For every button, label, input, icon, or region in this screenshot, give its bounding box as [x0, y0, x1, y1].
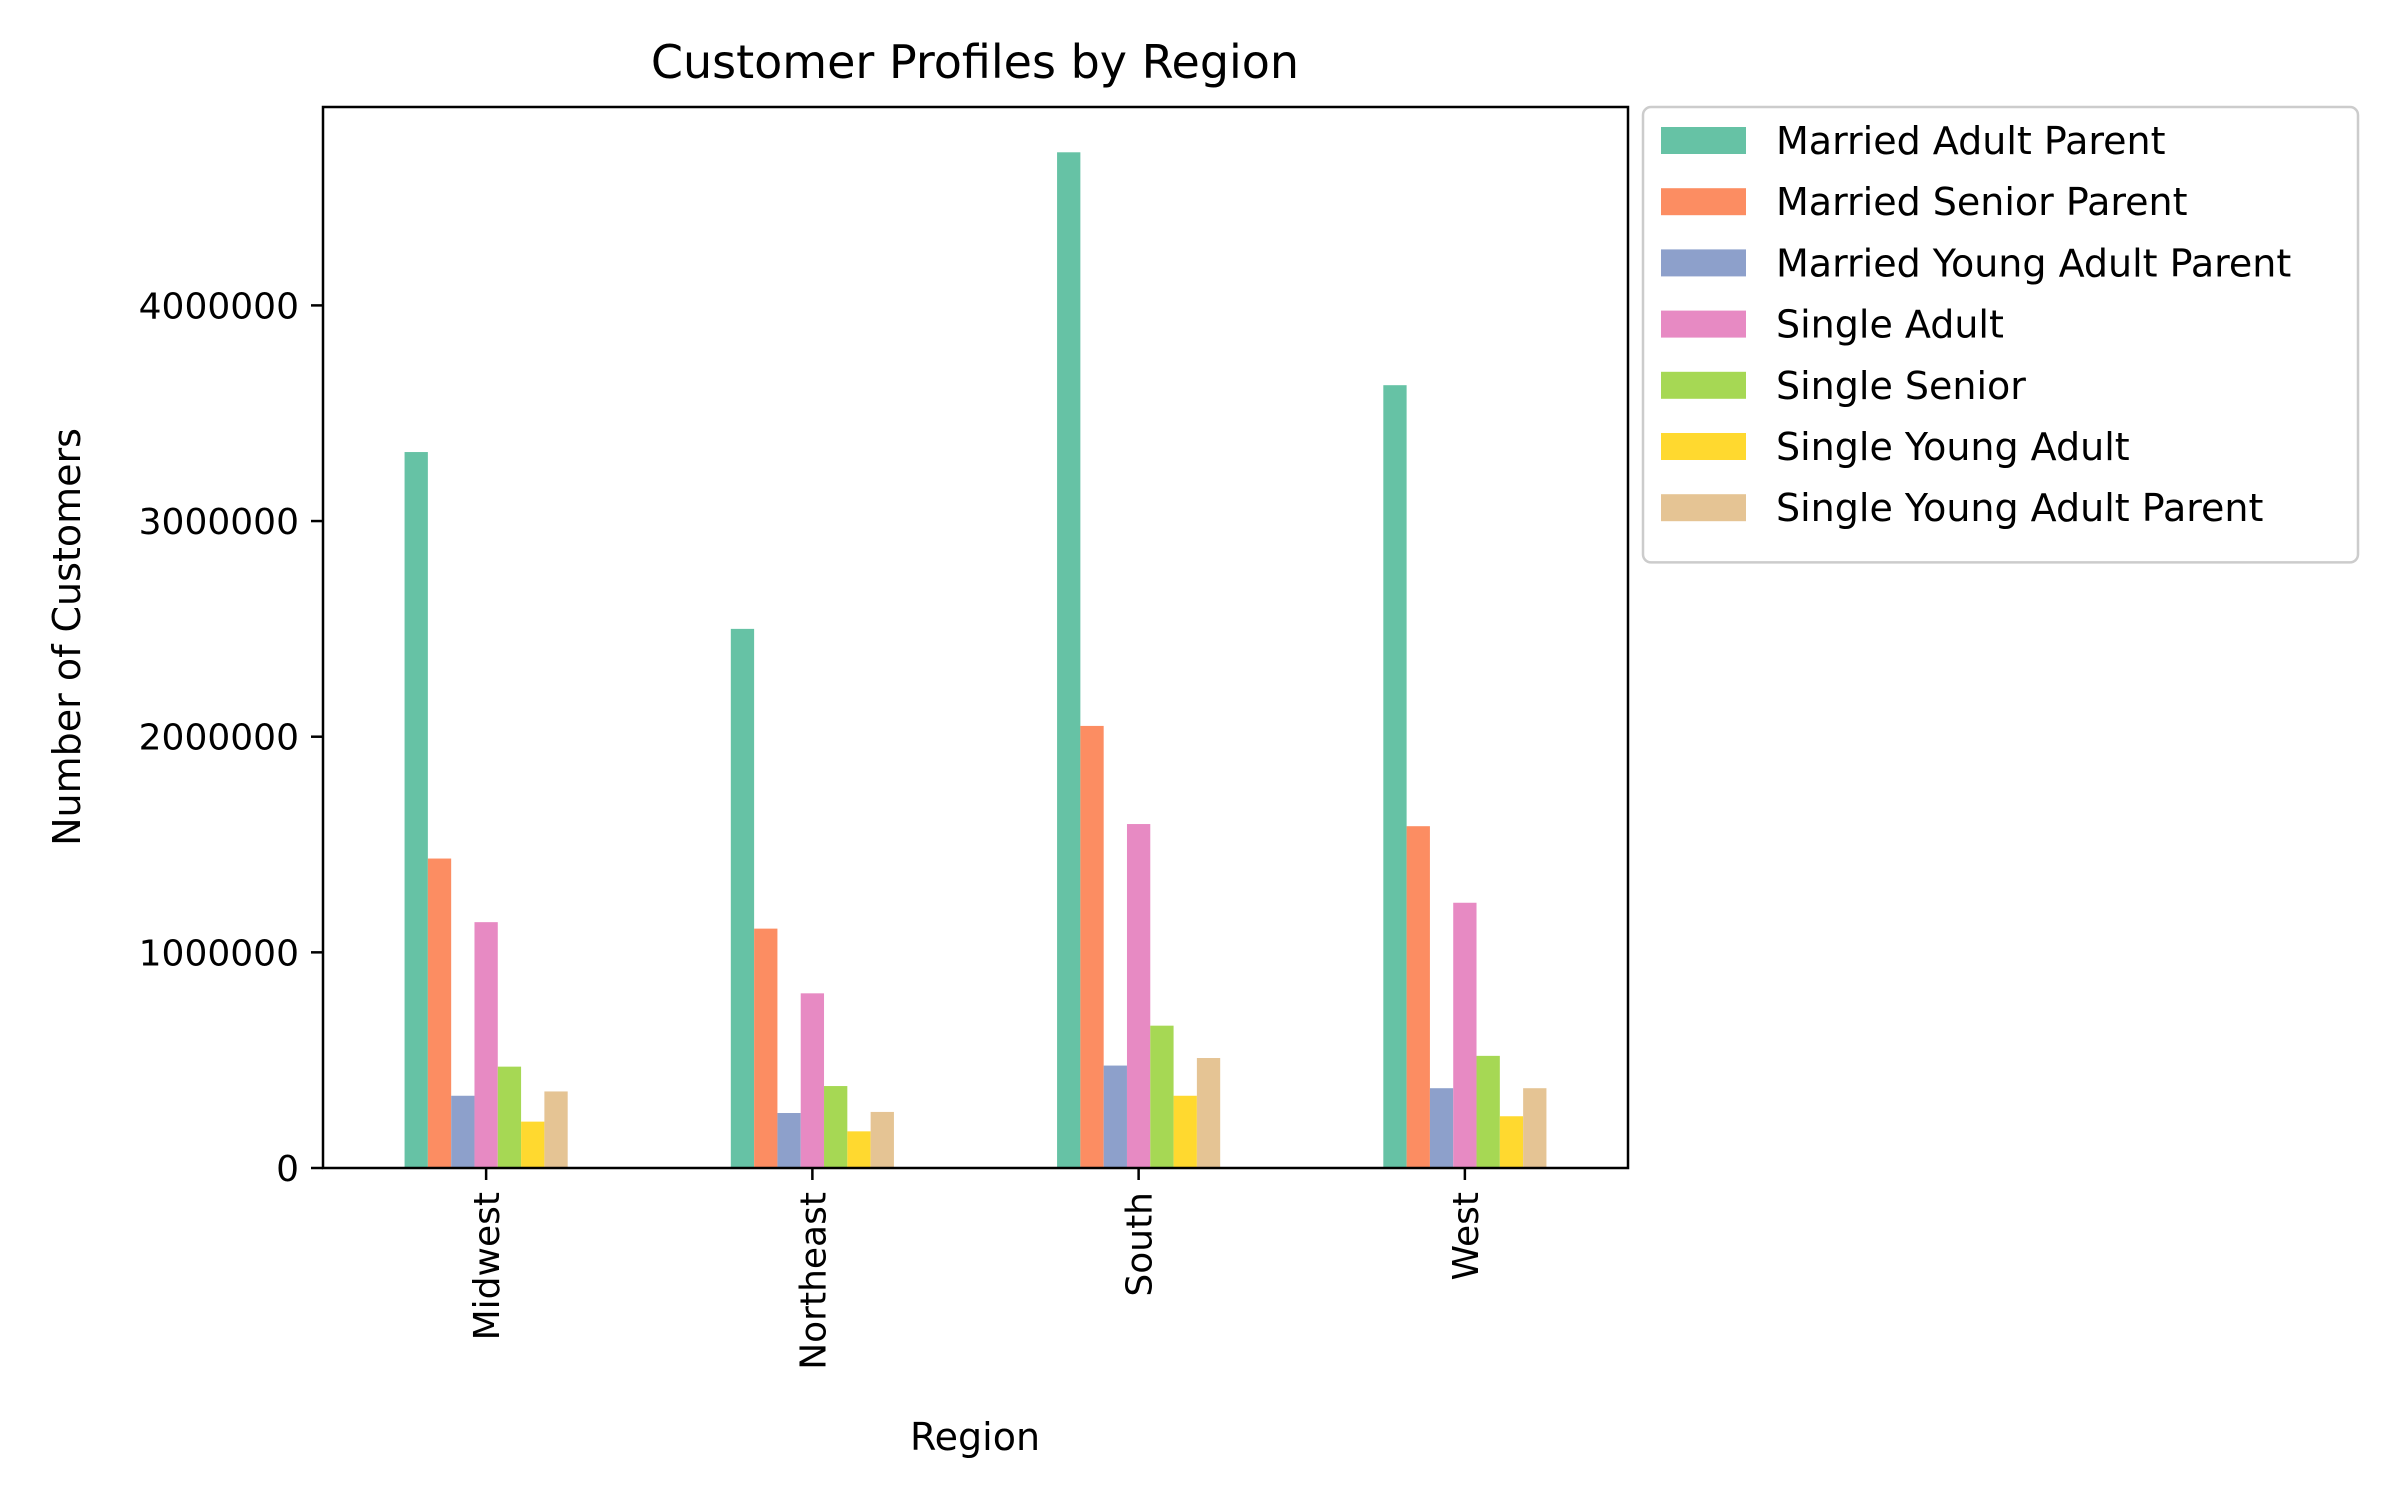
bar-west-married-young-adult-parent: [1429, 1088, 1454, 1168]
bar-west-single-senior: [1476, 1055, 1500, 1168]
bar-west-married-adult-parent: [1383, 385, 1407, 1168]
chart-title: Customer Profiles by Region: [651, 35, 1299, 89]
x-axis-ticks: Midwest Northeast South West: [467, 1168, 1487, 1370]
legend-label-single-young-adult-parent: Single Young Adult Parent: [1776, 486, 2263, 530]
x-axis-label: Region: [910, 1415, 1040, 1459]
bar-northeast-single-adult: [800, 993, 825, 1168]
bar-midwest-married-senior-parent: [427, 858, 452, 1168]
bar-northeast-married-adult-parent: [730, 628, 755, 1168]
legend-swatch-married-senior-parent: [1661, 188, 1746, 216]
y-tick-label: 2000000: [139, 718, 299, 759]
bar-midwest-single-young-adult: [521, 1121, 545, 1168]
bar-midwest-single-adult: [474, 922, 498, 1168]
bar-midwest-single-young-adult-parent: [544, 1091, 568, 1168]
bar-midwest-single-senior: [497, 1066, 522, 1168]
legend-label-single-adult: Single Adult: [1776, 303, 2004, 347]
bar-west-married-senior-parent: [1406, 826, 1430, 1168]
x-tick-label-midwest: Midwest: [467, 1192, 508, 1340]
bar-south-married-young-adult-parent: [1103, 1065, 1127, 1168]
legend-box: [1641, 105, 2360, 564]
x-tick-label-northeast: Northeast: [793, 1192, 834, 1370]
legend-swatch-married-adult-parent: [1661, 127, 1746, 154]
y-axis-label: Number of Customers: [45, 428, 89, 846]
bar-south-single-young-adult: [1173, 1095, 1197, 1168]
plot-frame: [321, 105, 1630, 1170]
y-tick-label: 3000000: [139, 502, 299, 543]
legend-label-single-young-adult: Single Young Adult: [1776, 425, 2130, 469]
bar-south-married-adult-parent: [1057, 152, 1081, 1168]
bars: [404, 152, 1547, 1168]
x-tick-label-south: South: [1120, 1192, 1161, 1297]
bar-northeast-single-young-adult-parent: [870, 1111, 894, 1168]
bar-south-married-senior-parent: [1080, 725, 1104, 1168]
legend-swatch-married-young-adult-parent: [1661, 249, 1746, 277]
bar-west-single-young-adult-parent: [1523, 1088, 1547, 1168]
legend: Married Adult Parent Married Senior Paren…: [1641, 105, 2360, 564]
bar-midwest-married-young-adult-parent: [451, 1095, 475, 1168]
bar-northeast-married-senior-parent: [754, 928, 778, 1168]
legend-label-married-young-adult-parent: Married Young Adult Parent: [1776, 241, 2291, 285]
bar-midwest-married-adult-parent: [404, 452, 428, 1168]
legend-swatch-single-young-adult-parent: [1661, 494, 1746, 522]
legend-label-married-senior-parent: Married Senior Parent: [1776, 180, 2188, 224]
bar-south-single-young-adult-parent: [1196, 1058, 1221, 1168]
bar-south-single-senior: [1150, 1025, 1174, 1168]
legend-label-married-adult-parent: Married Adult Parent: [1776, 119, 2166, 163]
y-tick-label: 0: [276, 1149, 299, 1190]
y-tick-label: 4000000: [139, 286, 299, 327]
bar-south-single-adult: [1126, 824, 1151, 1168]
bar-northeast-single-senior: [824, 1086, 848, 1168]
y-tick-label: 1000000: [139, 933, 299, 974]
x-tick-label-west: West: [1446, 1192, 1487, 1281]
bar-west-single-young-adult: [1499, 1116, 1524, 1168]
legend-label-single-senior: Single Senior: [1776, 364, 2026, 408]
y-axis-ticks: 0 1000000 2000000 3000000 4000000: [139, 286, 323, 1190]
legend-swatch-single-senior: [1661, 371, 1746, 399]
legend-swatch-single-adult: [1661, 310, 1746, 338]
legend-swatch-single-young-adult: [1661, 433, 1746, 460]
bar-west-single-adult: [1453, 902, 1477, 1168]
bar-northeast-married-young-adult-parent: [777, 1113, 801, 1168]
bar-northeast-single-young-adult: [847, 1131, 871, 1168]
